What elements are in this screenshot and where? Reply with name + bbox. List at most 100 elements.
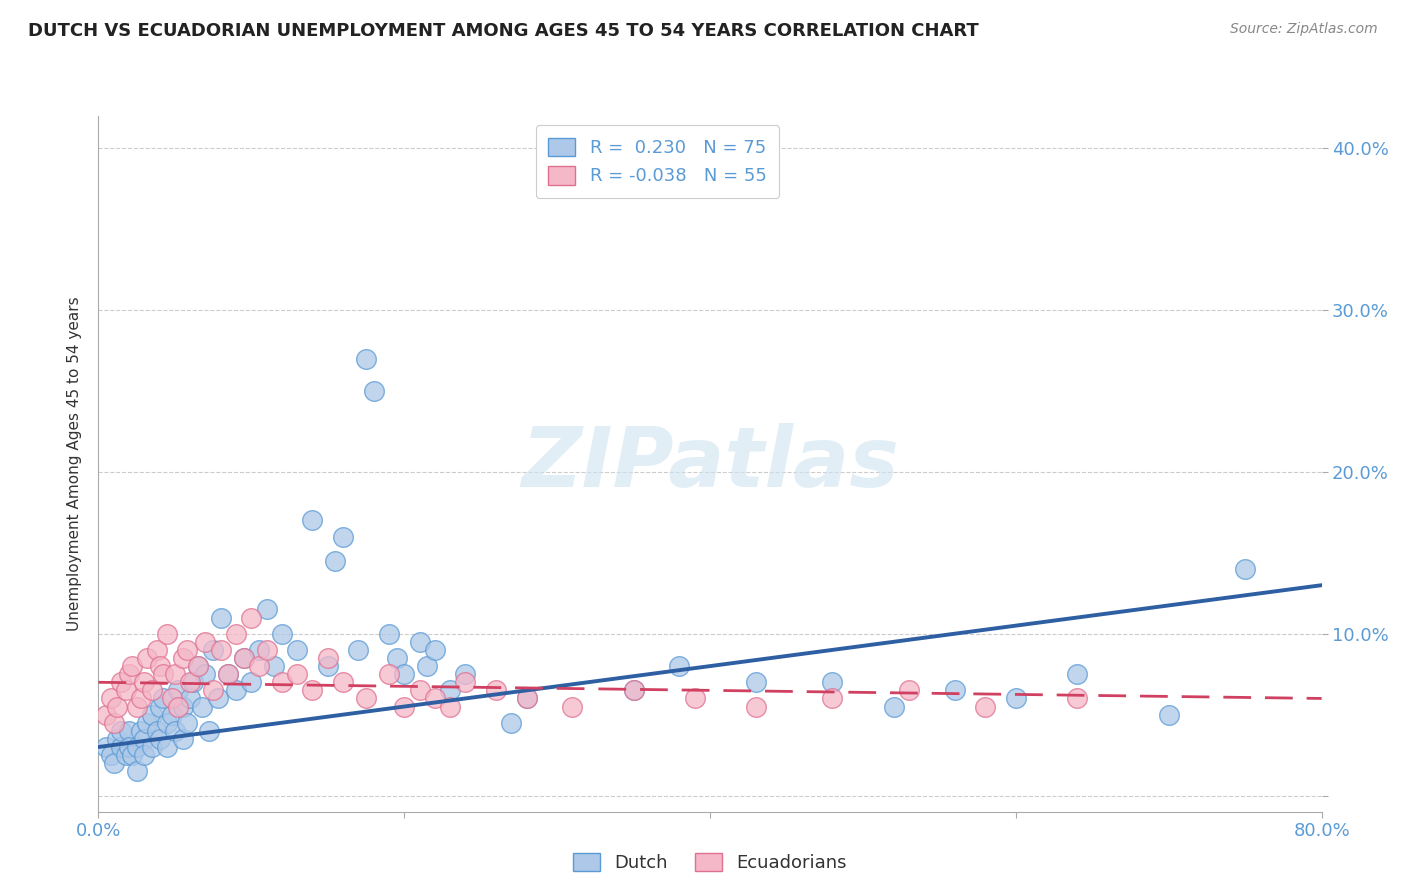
Point bbox=[225, 626, 247, 640]
Point bbox=[225, 683, 247, 698]
Point bbox=[118, 739, 141, 754]
Point bbox=[125, 764, 148, 779]
Point bbox=[187, 659, 209, 673]
Point bbox=[408, 635, 430, 649]
Point bbox=[285, 667, 308, 681]
Point bbox=[354, 691, 377, 706]
Point bbox=[392, 699, 416, 714]
Point bbox=[1066, 667, 1088, 681]
Point bbox=[152, 691, 174, 706]
Point bbox=[1157, 707, 1180, 722]
Point bbox=[332, 675, 354, 690]
Point bbox=[105, 699, 128, 714]
Point bbox=[172, 731, 194, 746]
Point bbox=[943, 683, 966, 698]
Point bbox=[454, 667, 477, 681]
Point bbox=[176, 715, 198, 730]
Legend: Dutch, Ecuadorians: Dutch, Ecuadorians bbox=[565, 846, 855, 880]
Point bbox=[897, 683, 920, 698]
Point bbox=[110, 723, 132, 738]
Point bbox=[197, 723, 219, 738]
Point bbox=[423, 643, 446, 657]
Point bbox=[110, 675, 132, 690]
Point bbox=[194, 667, 217, 681]
Point bbox=[325, 554, 347, 568]
Point bbox=[270, 675, 292, 690]
Point bbox=[167, 683, 190, 698]
Point bbox=[316, 651, 339, 665]
Point bbox=[100, 748, 122, 763]
Point bbox=[145, 643, 167, 657]
Point bbox=[149, 659, 172, 673]
Point bbox=[270, 626, 292, 640]
Point bbox=[408, 683, 430, 698]
Point bbox=[209, 610, 232, 624]
Point bbox=[378, 667, 401, 681]
Point bbox=[187, 659, 209, 673]
Point bbox=[136, 715, 159, 730]
Point bbox=[354, 351, 377, 366]
Point bbox=[141, 683, 163, 698]
Point bbox=[160, 691, 183, 706]
Point bbox=[103, 715, 125, 730]
Point bbox=[110, 739, 132, 754]
Point bbox=[240, 675, 263, 690]
Point bbox=[256, 602, 278, 616]
Point bbox=[439, 699, 461, 714]
Point bbox=[454, 675, 477, 690]
Point bbox=[1234, 562, 1257, 576]
Point bbox=[129, 691, 152, 706]
Point bbox=[385, 651, 408, 665]
Point bbox=[378, 626, 401, 640]
Point bbox=[121, 659, 143, 673]
Point bbox=[172, 651, 194, 665]
Point bbox=[136, 651, 159, 665]
Point bbox=[301, 683, 323, 698]
Point bbox=[423, 691, 446, 706]
Point bbox=[145, 723, 167, 738]
Point bbox=[141, 707, 163, 722]
Point bbox=[209, 643, 232, 657]
Point bbox=[301, 513, 323, 527]
Point bbox=[623, 683, 645, 698]
Text: DUTCH VS ECUADORIAN UNEMPLOYMENT AMONG AGES 45 TO 54 YEARS CORRELATION CHART: DUTCH VS ECUADORIAN UNEMPLOYMENT AMONG A… bbox=[28, 22, 979, 40]
Point bbox=[285, 643, 308, 657]
Point bbox=[103, 756, 125, 771]
Point bbox=[115, 748, 138, 763]
Point bbox=[516, 691, 538, 706]
Point bbox=[100, 691, 122, 706]
Point bbox=[194, 635, 217, 649]
Point bbox=[883, 699, 905, 714]
Point bbox=[125, 699, 148, 714]
Point bbox=[118, 667, 141, 681]
Point bbox=[821, 675, 844, 690]
Point bbox=[202, 683, 225, 698]
Point bbox=[745, 675, 768, 690]
Point bbox=[121, 748, 143, 763]
Point bbox=[247, 643, 270, 657]
Point bbox=[149, 699, 172, 714]
Point bbox=[191, 699, 214, 714]
Point bbox=[256, 643, 278, 657]
Point bbox=[179, 675, 201, 690]
Point bbox=[516, 691, 538, 706]
Point bbox=[105, 731, 128, 746]
Point bbox=[163, 667, 186, 681]
Point bbox=[156, 715, 179, 730]
Point bbox=[232, 651, 254, 665]
Point bbox=[332, 530, 354, 544]
Point bbox=[363, 384, 385, 398]
Point bbox=[974, 699, 997, 714]
Point bbox=[232, 651, 254, 665]
Point bbox=[1004, 691, 1026, 706]
Point bbox=[129, 723, 152, 738]
Point bbox=[179, 691, 201, 706]
Point bbox=[247, 659, 270, 673]
Point bbox=[347, 643, 370, 657]
Point bbox=[392, 667, 416, 681]
Point bbox=[134, 748, 156, 763]
Text: ZIPatlas: ZIPatlas bbox=[522, 424, 898, 504]
Point bbox=[141, 739, 163, 754]
Point bbox=[485, 683, 508, 698]
Point bbox=[217, 667, 239, 681]
